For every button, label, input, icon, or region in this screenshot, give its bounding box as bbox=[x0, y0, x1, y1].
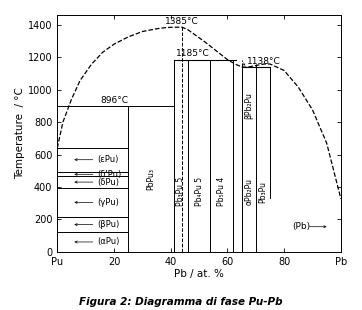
Text: Pb₅Pu 4: Pb₅Pu 4 bbox=[217, 177, 226, 206]
Text: (αPu): (αPu) bbox=[97, 237, 119, 246]
Text: (εPu): (εPu) bbox=[97, 155, 118, 164]
Text: 1185°C: 1185°C bbox=[176, 49, 210, 58]
Text: 1385°C: 1385°C bbox=[165, 17, 199, 26]
Text: (γPu): (γPu) bbox=[97, 198, 119, 207]
Text: (δPu): (δPu) bbox=[97, 178, 119, 187]
Text: (δ'Pu): (δ'Pu) bbox=[97, 170, 121, 179]
Text: αPb₂Pu: αPb₂Pu bbox=[244, 178, 253, 205]
Text: βPb₂Pu: βPb₂Pu bbox=[244, 92, 253, 119]
Text: 896°C: 896°C bbox=[100, 96, 128, 105]
Text: PbPu₃: PbPu₃ bbox=[146, 168, 155, 190]
Text: Pb₃Pu 5: Pb₃Pu 5 bbox=[176, 177, 185, 206]
Y-axis label: Temperature  / °C: Temperature / °C bbox=[15, 87, 25, 179]
Text: (Pb): (Pb) bbox=[292, 222, 310, 231]
Text: (βPu): (βPu) bbox=[97, 220, 119, 229]
X-axis label: Pb / at. %: Pb / at. % bbox=[174, 269, 224, 280]
Text: 1138°C: 1138°C bbox=[247, 57, 281, 66]
Text: Figura 2: Diagramma di fase Pu-Pb: Figura 2: Diagramma di fase Pu-Pb bbox=[79, 297, 283, 307]
Text: Pb₄Pu 5: Pb₄Pu 5 bbox=[194, 177, 203, 206]
Text: Pb₃Pu: Pb₃Pu bbox=[258, 181, 268, 203]
